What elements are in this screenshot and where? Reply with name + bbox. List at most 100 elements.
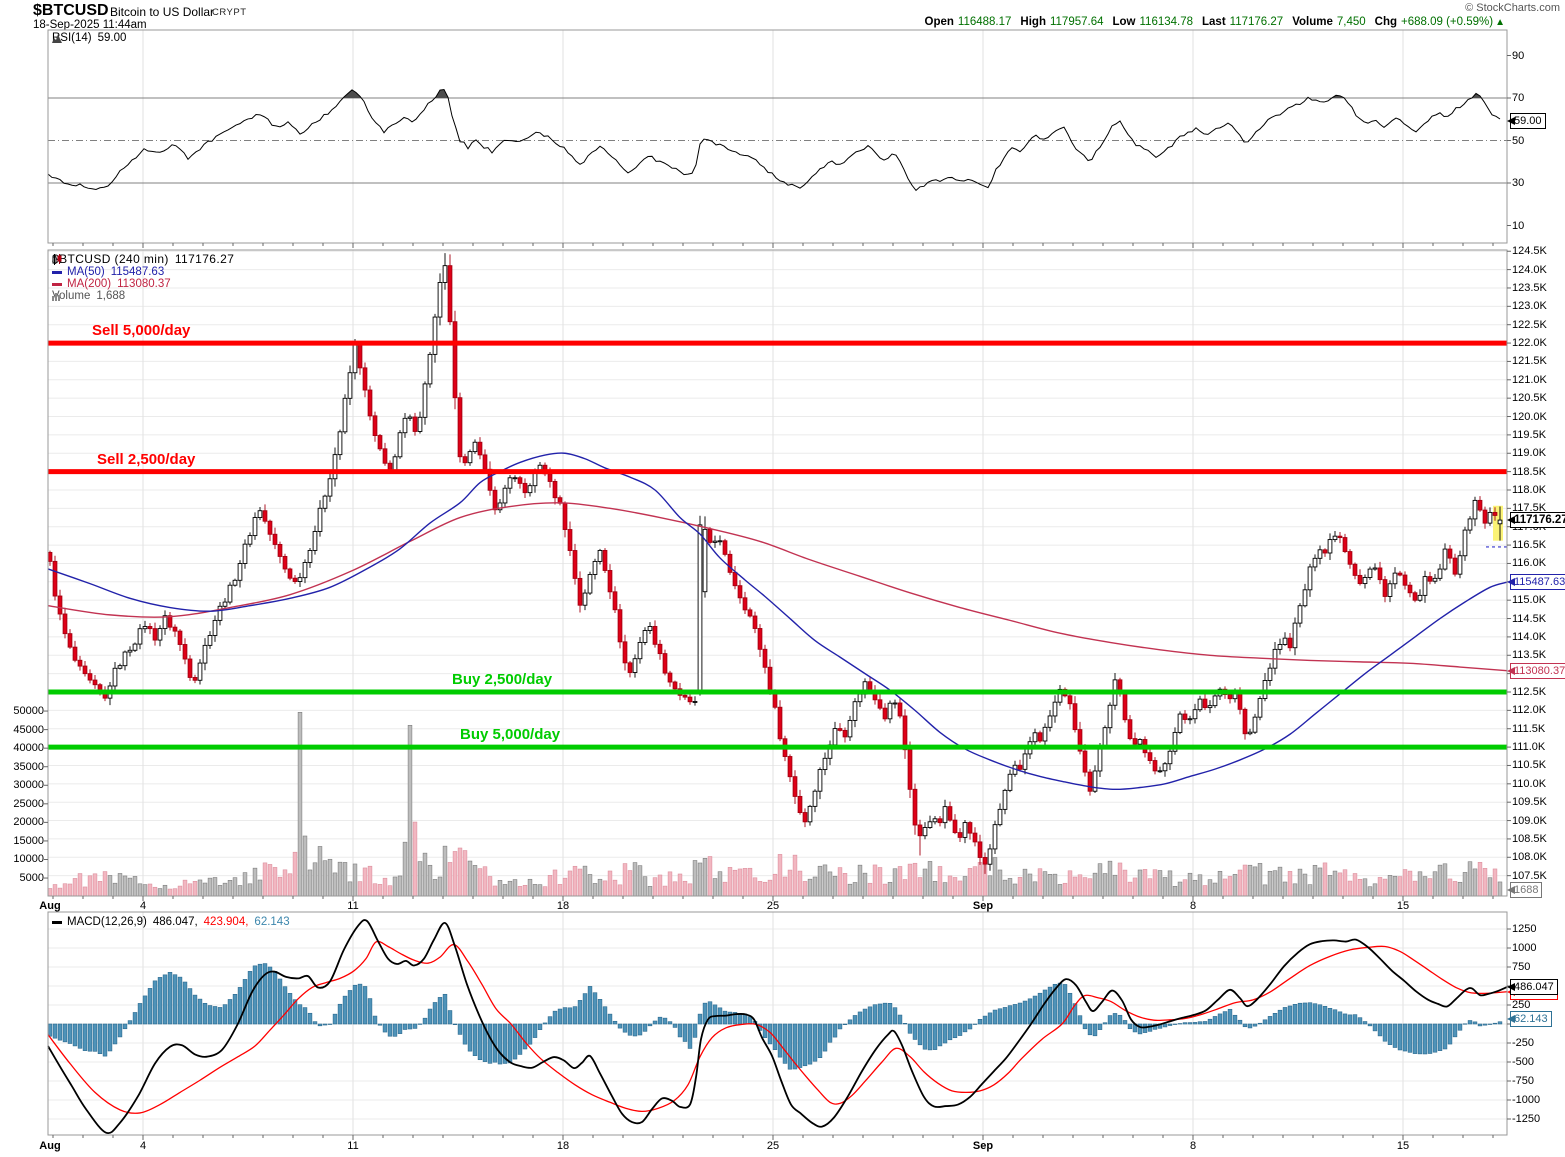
rsi-legend-name: RSI(14) bbox=[52, 32, 92, 44]
price-axis-label: 121.5K bbox=[1512, 355, 1547, 368]
date-axis-label: 4 bbox=[139, 1140, 147, 1152]
high-value: 117957.64 bbox=[1049, 16, 1104, 28]
rsi-axis-label: 30 bbox=[1512, 177, 1525, 189]
date-axis-label: 8 bbox=[1189, 1140, 1197, 1152]
ma200-value-bubble: 113080.37 bbox=[1506, 662, 1565, 679]
ma50-legend: MA(50) 115487.63 bbox=[52, 266, 164, 278]
volume-label: Volume bbox=[1292, 16, 1333, 28]
ma50-value-bubble: 115487.63 bbox=[1506, 574, 1565, 591]
date-axis-label: 15 bbox=[1396, 1140, 1410, 1152]
sell-2500-label: Sell 2,500/day bbox=[97, 450, 196, 468]
low-label: Low bbox=[1112, 16, 1136, 28]
price-axis-label: 110.0K bbox=[1512, 777, 1547, 790]
price-legend-name: $BTCUSD (240 min) bbox=[52, 252, 169, 266]
price-axis-label: 110.5K bbox=[1512, 759, 1547, 772]
date-axis-label: 18 bbox=[556, 900, 570, 912]
price-axis-label: 116.5K bbox=[1512, 539, 1547, 552]
macd-histogram-layer bbox=[47, 963, 1503, 1070]
date-axis-label: Aug bbox=[39, 1140, 61, 1152]
price-axis-label: 116.0K bbox=[1512, 557, 1547, 570]
macd-panel bbox=[47, 911, 1511, 1140]
price-axis-label: 122.0K bbox=[1512, 337, 1547, 350]
volume-layer bbox=[47, 712, 1503, 897]
price-axis-label: 120.0K bbox=[1512, 410, 1547, 423]
price-legend-value: 117176.27 bbox=[174, 252, 235, 266]
price-axis-label: 118.0K bbox=[1512, 483, 1547, 496]
chg-value: +688.09 (+0.59%) bbox=[1401, 16, 1494, 28]
date-axis-label: Aug bbox=[39, 900, 61, 912]
open-value: 116488.17 bbox=[957, 16, 1012, 28]
price-axis-label: 114.0K bbox=[1512, 630, 1547, 643]
price-axis-label: 111.0K bbox=[1512, 741, 1546, 754]
rsi-legend-value: 59.00 bbox=[97, 32, 127, 44]
buy-5000-label: Buy 5,000/day bbox=[460, 726, 561, 744]
macd-legend: MACD(12,26,9) 486.047, 423.904, 62.143 bbox=[52, 916, 290, 928]
date-axis-label: 11 bbox=[347, 900, 359, 912]
rsi-axis-label: 90 bbox=[1512, 49, 1525, 62]
volume-axis-label: 35000 bbox=[13, 760, 44, 773]
price-axis-label: 109.0K bbox=[1512, 814, 1547, 827]
price-axis-label: 123.0K bbox=[1512, 300, 1547, 313]
hist-value-bubble: 62.143 bbox=[1507, 1011, 1552, 1028]
last-label: Last bbox=[1202, 16, 1226, 28]
date-axis-label: Sep bbox=[972, 1140, 994, 1152]
ma200-legend-name: MA(200) bbox=[67, 278, 112, 290]
price-axis-label: 121.0K bbox=[1512, 373, 1547, 386]
copyright: © StockCharts.com bbox=[1465, 2, 1560, 14]
rsi-axis-label: 10 bbox=[1512, 219, 1525, 232]
volume-legend-value: 1,688 bbox=[96, 290, 126, 302]
ma200-legend: MA(200) 113080.37 bbox=[52, 278, 171, 290]
open-label: Open bbox=[924, 16, 954, 28]
volume-legend-name: Volume bbox=[52, 290, 91, 302]
date-axis-label: 18 bbox=[556, 1140, 570, 1152]
signal-value: 423.904, bbox=[203, 916, 249, 928]
macd-axis-label: -1250 bbox=[1512, 1113, 1541, 1125]
high-label: High bbox=[1020, 16, 1046, 28]
date-axis-label: Sep bbox=[972, 900, 994, 912]
macd-axis-label: -250 bbox=[1512, 1037, 1535, 1049]
buy-2500-label: Buy 2,500/day bbox=[452, 671, 553, 688]
price-axis-label: 115.0K bbox=[1512, 594, 1547, 607]
rsi-axis-label: 50 bbox=[1512, 134, 1525, 147]
price-axis-label: 120.5K bbox=[1512, 392, 1547, 405]
macd-axis-label: -1000 bbox=[1512, 1094, 1541, 1106]
ma50-legend-value: 115487.63 bbox=[110, 266, 165, 278]
low-value: 116134.78 bbox=[1139, 16, 1194, 28]
volume-legend: Volume 1,688 bbox=[52, 290, 125, 302]
price-axis-label: 109.5K bbox=[1512, 796, 1547, 809]
macd-value-bubble: 486.047 bbox=[1507, 979, 1558, 996]
price-axis-label: 124.5K bbox=[1512, 245, 1547, 258]
chg-label: Chg bbox=[1374, 16, 1398, 28]
macd-line-icon bbox=[52, 920, 62, 924]
sell-5000-label: Sell 5,000/day bbox=[92, 322, 191, 340]
rsi-panel bbox=[47, 29, 1511, 248]
volume-axis-label: 5000 bbox=[19, 872, 44, 885]
volume-axis-label: 45000 bbox=[13, 723, 44, 736]
symbol-exchange: CRYPT bbox=[212, 7, 247, 18]
ma50-legend-name: MA(50) bbox=[67, 266, 105, 278]
price-axis-label: 114.5K bbox=[1512, 612, 1547, 625]
price-axis-label: 122.5K bbox=[1512, 318, 1547, 331]
price-axis-label: 112.0K bbox=[1512, 704, 1547, 717]
candlestick-icon bbox=[52, 253, 62, 265]
date-axis-label: 25 bbox=[766, 900, 780, 912]
volume-bars-icon bbox=[52, 292, 60, 301]
candles-layer bbox=[47, 253, 1503, 874]
symbol-name: Bitcoin to US Dollar bbox=[110, 5, 215, 19]
price-axis-label: 108.0K bbox=[1512, 851, 1547, 864]
macd-axis-label: 1000 bbox=[1512, 942, 1537, 954]
date-axis-label: 8 bbox=[1189, 900, 1197, 912]
volume-axis-label: 25000 bbox=[13, 797, 44, 810]
ma200-line-icon bbox=[52, 282, 62, 286]
macd-axis-label: -750 bbox=[1512, 1075, 1535, 1087]
macd-axis-label: 750 bbox=[1512, 961, 1531, 973]
rsi-axis-label: 70 bbox=[1512, 92, 1525, 104]
hist-value: 62.143 bbox=[254, 916, 290, 928]
macd-legend-name: MACD(12,26,9) bbox=[67, 916, 147, 928]
quote-summary: Open 116488.17 High 117957.64 Low 116134.78 La… bbox=[916, 16, 1505, 28]
last-value: 117176.27 bbox=[1229, 16, 1284, 28]
volume-axis-label: 40000 bbox=[13, 742, 44, 755]
price-panel bbox=[44, 249, 1511, 901]
volume-axis-label: 30000 bbox=[13, 779, 44, 792]
